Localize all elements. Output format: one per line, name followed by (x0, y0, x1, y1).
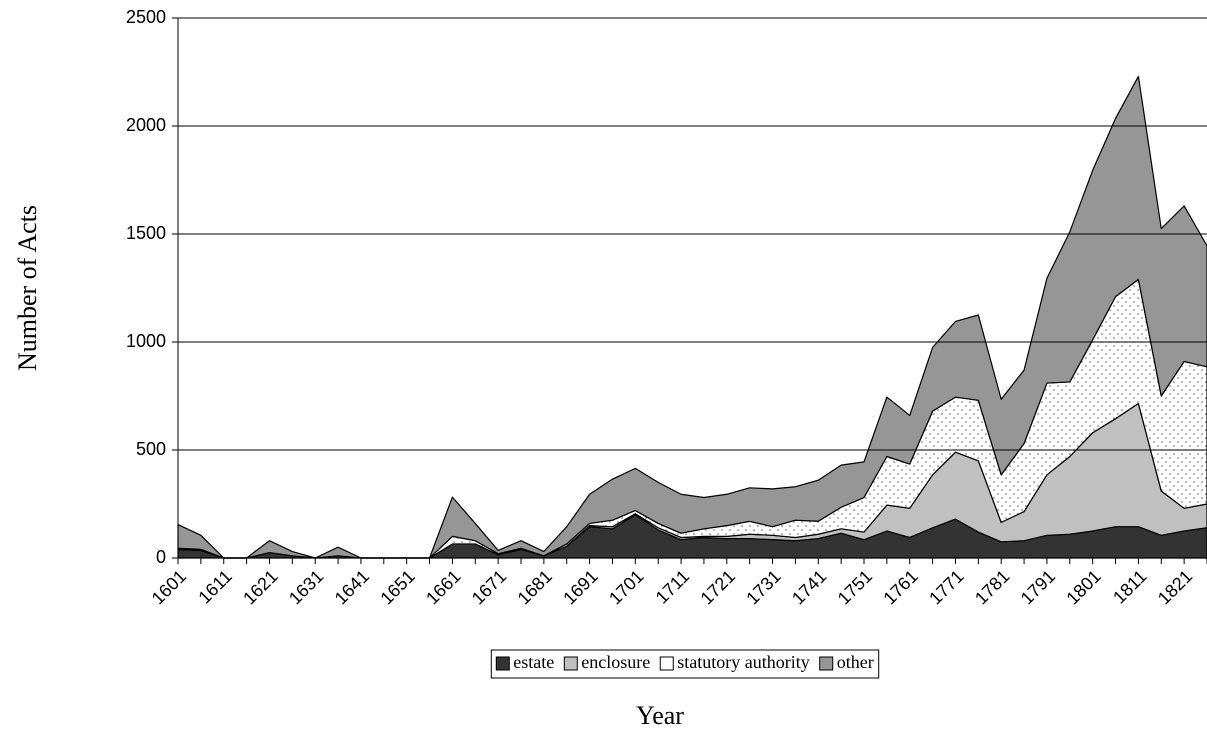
x-tick-label: 1801 (1062, 566, 1104, 608)
x-tick-label: 1741 (788, 566, 830, 608)
y-axis-label: Number of Acts (13, 205, 42, 371)
x-tick-label: 1771 (925, 566, 967, 608)
x-tick-label: 1671 (468, 566, 510, 608)
x-tick-label: 1731 (742, 566, 784, 608)
x-tick-label: 1711 (652, 566, 694, 608)
y-tick-label: 0 (156, 547, 166, 567)
x-tick-label: 1751 (834, 566, 876, 608)
x-tick-label: 1651 (376, 566, 418, 608)
legend-box (490, 649, 880, 679)
legend-swatch (495, 656, 510, 671)
x-tick-label: 1721 (697, 566, 739, 608)
x-tick-label: 1681 (514, 566, 556, 608)
x-tick-label: 1761 (879, 566, 921, 608)
x-tick-label: 1701 (605, 566, 647, 608)
x-tick-label: 1781 (971, 566, 1013, 608)
legend-swatch (819, 656, 834, 671)
legend-label: estate (513, 652, 554, 672)
y-tick-label: 1500 (126, 223, 166, 243)
x-tick-label: 1691 (559, 566, 601, 608)
y-tick-label: 1000 (126, 331, 166, 351)
x-tick-label: 1821 (1154, 566, 1196, 608)
x-tick-label: 1601 (148, 566, 190, 608)
x-tick-label: 1791 (1017, 566, 1059, 608)
legend-label: statutory authority (677, 652, 809, 672)
area (177, 75, 1207, 559)
x-axis-label: Year (636, 701, 684, 730)
legend-swatch (659, 656, 674, 671)
x-tick-label: 1621 (239, 566, 281, 608)
areas (177, 75, 1207, 559)
y-tick-label: 2000 (126, 115, 166, 135)
legend: estate enclosure statutory authority other (490, 649, 880, 679)
x-tick-label: 1631 (285, 566, 327, 608)
x-tick-label: 1661 (422, 566, 464, 608)
x-tick-label: 1641 (331, 566, 373, 608)
x-tick-label: 1611 (194, 566, 236, 608)
legend-swatch (563, 656, 578, 671)
x-tick-label: 1811 (1109, 566, 1151, 608)
legend-label: enclosure (581, 652, 650, 672)
y-tick-label: 2500 (126, 7, 166, 27)
y-tick-label: 500 (136, 439, 166, 459)
legend-label: other (837, 652, 874, 672)
